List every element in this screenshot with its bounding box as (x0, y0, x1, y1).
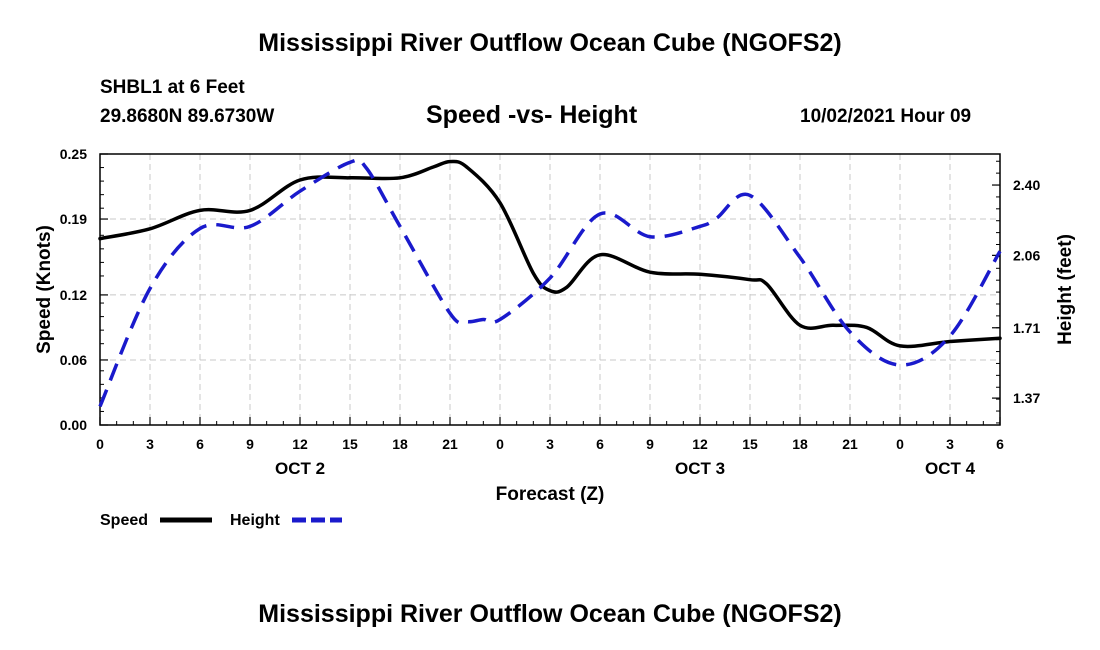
y-tick-label: 0.06 (60, 352, 87, 368)
x-tick-label: 3 (146, 436, 154, 452)
x-axis-label: Forecast (Z) (496, 484, 605, 505)
x-tick-label: 0 (496, 436, 504, 452)
y2-tick-label: 2.40 (1013, 177, 1040, 193)
x-tick-label: 15 (742, 436, 758, 452)
y2-tick-label: 2.06 (1013, 247, 1040, 263)
grid-lines (100, 154, 1000, 425)
x-tick-label: 12 (692, 436, 708, 452)
x-tick-label: 0 (896, 436, 904, 452)
x-tick-label: 3 (946, 436, 954, 452)
station-coordinates: 29.8680N 89.6730W (100, 106, 275, 127)
x-tick-label: 18 (392, 436, 408, 452)
day-label: OCT 4 (925, 459, 976, 478)
legend-speed-label: Speed (100, 512, 148, 529)
x-tick-label: 3 (546, 436, 554, 452)
x-tick-label: 0 (96, 436, 104, 452)
x-tick-label: 18 (792, 436, 808, 452)
y-tick-label: 0.00 (60, 417, 87, 433)
y2-tick-label: 1.37 (1013, 390, 1040, 406)
footer-title: Mississippi River Outflow Ocean Cube (NG… (258, 600, 842, 628)
x-tick-label: 21 (842, 436, 858, 452)
y2-axis-label: Height (feet) (1055, 234, 1076, 345)
x-tick-label: 21 (442, 436, 458, 452)
x-tick-label: 15 (342, 436, 358, 452)
forecast-datetime: 10/02/2021 Hour 09 (800, 106, 972, 127)
speed-series-line (98, 159, 1002, 349)
x-tick-label: 9 (246, 436, 254, 452)
y-tick-label: 0.12 (60, 287, 87, 303)
axis-ticks: 0 3 6 9 12 15 18 21 0 3 6 9 12 15 18 21 0 3 6 OCT 2 OCT 3 OCT… (60, 146, 1041, 478)
height-series-line (98, 158, 1002, 408)
y-tick-label: 0.19 (60, 211, 87, 227)
x-tick-label: 12 (292, 436, 308, 452)
day-label: OCT 2 (275, 459, 325, 478)
chart-title: Mississippi River Outflow Ocean Cube (NG… (258, 29, 842, 57)
chart-subtitle: Speed -vs- Height (426, 101, 638, 129)
x-tick-label: 6 (596, 436, 604, 452)
x-tick-label: 9 (646, 436, 654, 452)
day-label: OCT 3 (675, 459, 725, 478)
station-label: SHBL1 at 6 Feet (100, 77, 245, 98)
legend-height-label: Height (230, 512, 280, 529)
y-tick-label: 0.25 (60, 146, 87, 162)
x-tick-label: 6 (996, 436, 1004, 452)
x-tick-label: 6 (196, 436, 204, 452)
y2-tick-label: 1.71 (1013, 320, 1040, 336)
y-axis-label: Speed (Knots) (34, 225, 55, 354)
legend: Speed Height (100, 512, 342, 529)
